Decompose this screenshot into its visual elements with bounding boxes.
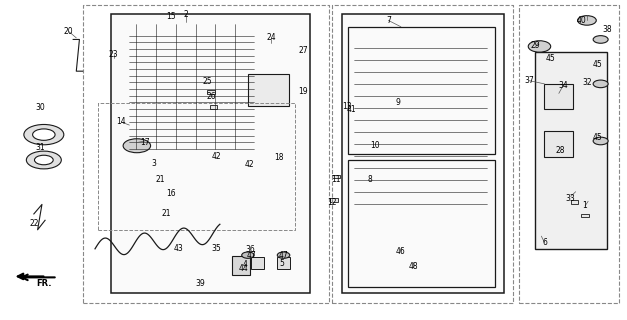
Text: 3: 3 (152, 159, 157, 168)
Text: 37: 37 (525, 76, 534, 85)
Text: 16: 16 (166, 189, 176, 198)
Circle shape (577, 16, 596, 25)
Text: 38: 38 (602, 25, 612, 35)
Text: 47: 47 (278, 251, 288, 260)
Text: 14: 14 (117, 117, 126, 126)
Bar (248, 74, 288, 106)
Bar (581, 214, 589, 217)
Text: 11: 11 (331, 174, 340, 184)
Text: 41: 41 (346, 105, 356, 114)
Bar (348, 27, 495, 154)
Text: 19: 19 (298, 87, 308, 96)
Bar (535, 52, 607, 249)
Text: 45: 45 (593, 60, 603, 69)
Text: 40: 40 (577, 16, 587, 25)
Text: 34: 34 (558, 81, 568, 90)
Circle shape (593, 137, 608, 145)
Circle shape (123, 139, 150, 153)
Bar (332, 175, 340, 178)
Text: 31: 31 (35, 143, 45, 152)
Text: 21: 21 (155, 174, 165, 184)
Text: 48: 48 (409, 262, 418, 271)
Text: 15: 15 (166, 12, 176, 21)
Bar (110, 14, 310, 293)
Text: 20: 20 (64, 27, 73, 36)
Text: 39: 39 (195, 279, 205, 288)
Text: 4: 4 (243, 260, 247, 269)
Bar (342, 14, 504, 293)
Bar (233, 256, 250, 275)
Text: 21: 21 (161, 209, 171, 219)
Bar (210, 105, 218, 108)
Text: 5: 5 (280, 259, 285, 268)
Circle shape (593, 36, 608, 43)
Text: 46: 46 (396, 247, 406, 257)
Bar (277, 257, 290, 269)
Text: 1: 1 (582, 202, 587, 211)
Text: 47: 47 (246, 251, 256, 260)
Bar (330, 198, 338, 202)
Text: 33: 33 (566, 194, 576, 203)
Text: 17: 17 (140, 138, 150, 148)
Text: 29: 29 (530, 41, 540, 50)
Bar (571, 200, 578, 204)
Text: 24: 24 (266, 33, 276, 42)
Text: 10: 10 (370, 141, 379, 150)
Text: 25: 25 (203, 77, 212, 86)
Text: 13: 13 (342, 101, 351, 111)
Circle shape (277, 252, 290, 258)
Text: 44: 44 (239, 264, 248, 273)
Text: 45: 45 (593, 133, 603, 142)
Circle shape (34, 155, 53, 165)
Text: 18: 18 (274, 153, 283, 162)
Text: 28: 28 (556, 146, 565, 155)
Text: 35: 35 (211, 244, 221, 253)
Circle shape (593, 80, 608, 88)
Circle shape (528, 41, 551, 52)
Bar (351, 24, 492, 208)
Text: 2: 2 (183, 10, 188, 19)
Text: 45: 45 (546, 54, 556, 63)
Text: 12: 12 (327, 198, 337, 207)
Text: 7: 7 (386, 16, 391, 25)
Bar (208, 90, 215, 94)
Text: FR.: FR. (36, 279, 51, 288)
Text: 30: 30 (35, 103, 45, 112)
Bar (251, 257, 263, 269)
Text: 22: 22 (29, 219, 39, 228)
Circle shape (26, 151, 61, 169)
Text: 42: 42 (245, 160, 254, 169)
Text: 9: 9 (396, 99, 400, 108)
Bar (544, 84, 572, 109)
Circle shape (33, 129, 55, 140)
Bar (348, 160, 495, 287)
Text: 23: 23 (109, 50, 119, 59)
Circle shape (242, 252, 254, 258)
Text: 32: 32 (582, 78, 592, 87)
Bar (544, 132, 572, 157)
Circle shape (24, 124, 64, 145)
Text: 36: 36 (245, 245, 255, 254)
Text: 26: 26 (207, 92, 216, 101)
Bar (126, 20, 257, 154)
Text: 8: 8 (367, 174, 372, 184)
Text: 43: 43 (173, 244, 183, 253)
Text: 6: 6 (542, 238, 547, 247)
Text: 42: 42 (211, 152, 221, 161)
Text: 27: 27 (298, 46, 308, 55)
